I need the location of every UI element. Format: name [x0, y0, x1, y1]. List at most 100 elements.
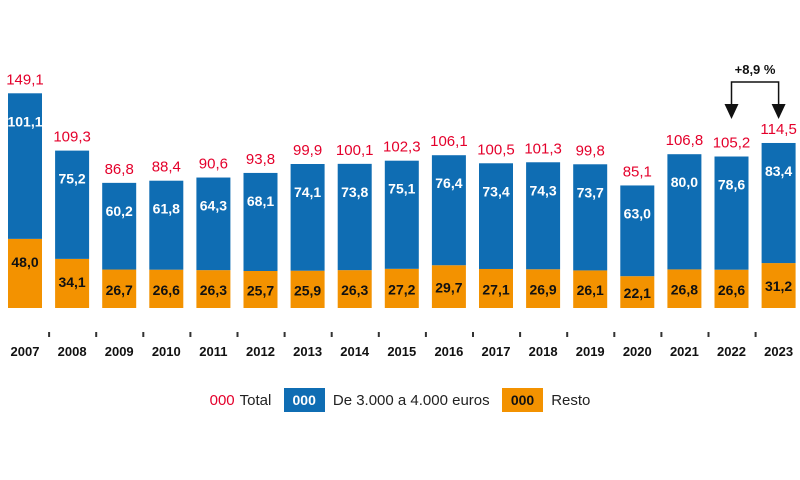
x-tick-label: 2023 [764, 344, 793, 359]
x-tick-label: 2007 [11, 344, 40, 359]
data-label-3000-4000: 61,8 [153, 201, 180, 217]
data-label-resto: 26,6 [718, 282, 745, 298]
bar-segment-3000-4000 [431, 155, 466, 266]
x-tick-mark [330, 332, 333, 337]
x-tick-mark [48, 332, 51, 337]
legend-total-sample: 000 [209, 391, 235, 409]
bar-segment-3000-4000 [102, 182, 137, 270]
bar-segment-resto [431, 265, 466, 308]
bar-segment-3000-4000 [667, 154, 702, 270]
data-label-resto: 34,1 [58, 274, 85, 290]
data-label-3000-4000: 73,4 [482, 183, 509, 199]
bar-segment-resto [243, 270, 278, 308]
bar-segment-resto [337, 270, 372, 308]
bar-segment-resto [384, 268, 419, 308]
data-label-3000-4000: 68,1 [247, 193, 274, 209]
legend-blue-swatch: 000 [283, 388, 325, 412]
data-label-total: 100,1 [336, 142, 374, 159]
data-label-3000-4000: 83,4 [765, 163, 792, 179]
data-label-3000-4000: 63,0 [624, 205, 651, 221]
data-label-total: 106,8 [666, 132, 704, 149]
data-label-total: 105,2 [713, 135, 751, 152]
data-label-total: 90,6 [199, 156, 228, 173]
x-tick-label: 2019 [576, 344, 605, 359]
bar-segment-resto [479, 268, 513, 308]
data-label-resto: 27,1 [482, 281, 509, 297]
data-label-resto: 29,7 [435, 280, 462, 296]
legend-item-blue: 000 De 3.000 a 4.000 euros [283, 388, 490, 412]
bar-segment-3000-4000 [526, 162, 561, 270]
x-tick-mark [519, 332, 522, 337]
data-label-resto: 48,0 [11, 254, 38, 270]
data-label-3000-4000: 78,6 [718, 177, 745, 193]
bar-segment-3000-4000 [479, 163, 513, 269]
x-tick-label: 2014 [340, 344, 370, 359]
data-label-resto: 26,7 [106, 282, 133, 298]
x-tick-mark [377, 332, 380, 337]
x-tick-label: 2022 [717, 344, 746, 359]
data-label-3000-4000: 80,0 [671, 174, 698, 190]
legend-total-label: Total [239, 391, 272, 409]
bar-segment-resto [290, 270, 325, 308]
bar-segment-resto [149, 269, 184, 308]
bar-segment-3000-4000 [196, 177, 231, 271]
x-tick-label: 2018 [529, 344, 558, 359]
data-label-total: 149,1 [6, 71, 44, 88]
bar-segment-3000-4000 [384, 160, 419, 269]
data-label-resto: 26,6 [153, 282, 180, 298]
bar-segment-3000-4000 [337, 163, 372, 271]
legend-item-total: 000 Total [210, 392, 272, 409]
data-label-total: 93,8 [246, 151, 275, 168]
data-label-3000-4000: 76,4 [435, 175, 462, 191]
data-label-total: 101,3 [524, 140, 562, 157]
data-label-total: 100,5 [477, 141, 515, 158]
data-label-total: 99,9 [293, 142, 322, 159]
data-label-3000-4000: 73,8 [341, 184, 368, 200]
annotation-bracket [730, 81, 780, 112]
x-tick-label: 2010 [152, 344, 181, 359]
data-label-total: 99,8 [576, 142, 605, 159]
bar-segment-3000-4000 [714, 156, 749, 270]
x-tick-mark [236, 332, 239, 337]
bar-segment-3000-4000 [55, 150, 90, 259]
data-label-resto: 26,3 [200, 282, 227, 298]
x-tick-mark [707, 332, 710, 337]
bar-segment-3000-4000 [290, 164, 325, 271]
bar-segment-3000-4000 [761, 142, 796, 264]
data-label-3000-4000: 64,3 [200, 198, 227, 214]
data-label-resto: 26,1 [577, 282, 604, 298]
bar-segment-resto [8, 238, 42, 308]
legend-item-orange: 000 Resto [501, 388, 590, 412]
data-label-resto: 25,9 [294, 282, 321, 298]
data-label-resto: 31,2 [765, 278, 792, 294]
x-tick-mark [424, 332, 427, 337]
x-tick-mark [566, 332, 569, 337]
bar-segment-3000-4000 [149, 180, 184, 270]
bar-segment-resto [526, 269, 561, 308]
x-tick-label: 2016 [434, 344, 463, 359]
data-label-3000-4000: 60,2 [106, 203, 133, 219]
data-label-3000-4000: 101,1 [7, 113, 42, 129]
data-label-total: 86,8 [105, 161, 134, 178]
bar-segment-resto [620, 276, 655, 308]
annotation-arrowhead [771, 104, 786, 119]
x-tick-mark [95, 332, 98, 337]
bar-segment-resto [55, 258, 90, 308]
x-tick-mark [754, 332, 757, 337]
data-label-resto: 26,9 [529, 282, 556, 298]
data-label-resto: 22,1 [624, 285, 651, 301]
data-label-3000-4000: 74,1 [294, 184, 321, 200]
data-label-total: 88,4 [152, 159, 181, 176]
data-label-total: 102,3 [383, 139, 421, 156]
bar-segment-3000-4000 [8, 93, 42, 239]
data-label-resto: 25,7 [247, 282, 274, 298]
x-tick-mark [283, 332, 286, 337]
data-label-resto: 27,2 [388, 281, 415, 297]
x-tick-label: 2009 [105, 344, 134, 359]
x-tick-mark [613, 332, 616, 337]
data-label-total: 109,3 [53, 129, 91, 146]
data-label-resto: 26,3 [341, 282, 368, 298]
data-label-3000-4000: 75,2 [58, 171, 85, 187]
x-tick-label: 2012 [246, 344, 275, 359]
